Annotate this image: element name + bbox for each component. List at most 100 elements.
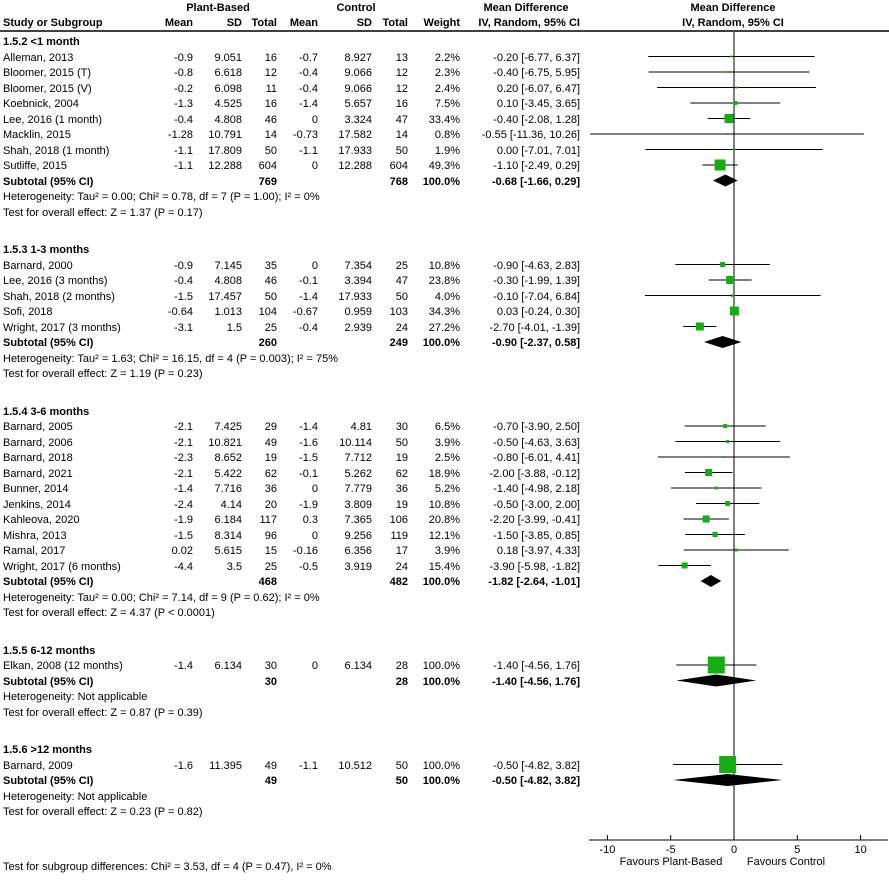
column-study-or-subgroup: Study or Subgroup (3, 17, 103, 29)
study-name: Barnard, 2018 (3, 452, 73, 464)
overall-effect-text: Test for overall effect: Z = 1.19 (P = 0… (3, 368, 203, 380)
group-title-row: 1.5.6 >12 months (0, 743, 889, 758)
md-ci-text: -0.50 [-3.00, 2.00] (493, 498, 580, 511)
pb-sd: 4.808 (214, 275, 242, 287)
weight: 15.4% (428, 560, 460, 573)
study-name: Mishra, 2013 (3, 529, 67, 542)
pb-total: 46 (264, 275, 277, 287)
heterogeneity-note: Heterogeneity: Not applicable (0, 690, 889, 705)
control-sd: 17.933 (338, 290, 372, 303)
study-row: Sutliffe, 2015 -1.1 12.288 604 0 12.288 604 49.… (0, 159, 889, 174)
md-ci-text: -0.55 [-11.36, 10.26] (481, 129, 580, 141)
control-sd: 6.134 (344, 660, 372, 672)
study-name: Barnard, 2000 (3, 259, 73, 272)
study-name: Macklin, 2015 (3, 129, 71, 141)
pb-mean: -1.4 (174, 660, 193, 672)
pb-total: 25 (264, 321, 277, 334)
pb-sd: 17.809 (208, 144, 242, 157)
control-sd: 8.927 (344, 51, 372, 64)
md-header-right: Mean Difference (690, 2, 776, 14)
favours-left-label: Favours Plant-Based (619, 856, 723, 868)
pb-mean: -1.28 (167, 129, 193, 141)
study-name: Barnard, 2005 (3, 421, 73, 433)
control-mean: -1.4 (299, 98, 318, 110)
md-ci-text: -1.40 [-4.56, 1.76] (493, 660, 580, 672)
subtotal-label: Subtotal (95% CI) (3, 175, 94, 188)
effect-marker (722, 456, 725, 458)
control-mean: -1.4 (299, 421, 318, 433)
study-row: Koebnick, 2004 -1.3 4.525 16 -1.4 5.657 16 7.5%… (0, 97, 889, 112)
subtotal-diamond (700, 575, 722, 587)
pb-sd: 6.618 (214, 67, 242, 79)
control-total: 47 (395, 275, 408, 287)
study-row: Barnard, 2000 -0.9 7.145 35 0 7.354 25 10.8% -0.… (0, 259, 889, 274)
column-pb-mean: Mean (164, 17, 193, 29)
overall-effect-note: Test for overall effect: Z = 0.23 (P = 0… (0, 805, 889, 820)
study-row: Barnard, 2021 -2.1 5.422 62 -0.1 5.262 62 18.9%… (0, 467, 889, 482)
pb-total: 96 (264, 529, 277, 542)
heterogeneity-note: Heterogeneity: Tau² = 0.00; Chi² = 7.14,… (0, 591, 889, 606)
control-sd: 9.066 (344, 82, 372, 95)
pb-mean: -1.1 (174, 160, 193, 172)
control-mean: 0 (311, 483, 318, 495)
effect-marker (726, 133, 729, 135)
axis-tick-label: -10 (599, 844, 615, 856)
effect-marker (719, 756, 737, 773)
control-total: 19 (395, 452, 408, 464)
pb-total: 117 (259, 514, 277, 526)
heterogeneity-note: Heterogeneity: Tau² = 1.63; Chi² = 16.15… (0, 352, 889, 367)
pb-mean: -0.8 (174, 67, 193, 79)
effect-marker (734, 548, 738, 552)
subtotal-control-total: 249 (389, 337, 408, 349)
control-total: 24 (395, 321, 408, 334)
pb-sd: 8.652 (214, 452, 242, 464)
study-row: Bloomer, 2015 (V) -0.2 6.098 11 -0.4 9.066 12 2… (0, 82, 889, 97)
pb-sd: 10.821 (208, 436, 242, 449)
study-row: Barnard, 2009 -1.6 11.395 49 -1.1 10.512 50 100… (0, 759, 889, 774)
axis-tick-label: -5 (666, 844, 676, 856)
subtotal-md-ci-text: -0.68 [-1.66, 0.29] (491, 175, 580, 188)
control-mean: 0 (311, 660, 318, 672)
subtotal-control-total: 768 (389, 175, 408, 188)
study-row: Shah, 2018 (2 months) -1.5 17.457 50 -1.4 17.… (0, 290, 889, 305)
md-ci-text: -0.50 [-4.63, 3.63] (493, 436, 580, 449)
study-row: Shah, 2018 (1 month) -1.1 17.809 50 -1.1 17.9… (0, 144, 889, 159)
pb-mean: -0.64 (167, 306, 193, 318)
pb-mean: -1.6 (174, 759, 193, 772)
study-row: Barnard, 2006 -2.1 10.821 49 -1.6 10.114 50 3.9… (0, 436, 889, 451)
subtotal-pb-total: 260 (258, 337, 277, 349)
pb-sd: 4.14 (220, 498, 242, 511)
subgroup-differences-note: Test for subgroup differences: Chi² = 3.… (3, 861, 332, 873)
weight: 10.8% (428, 498, 460, 511)
pb-sd: 10.791 (208, 129, 242, 141)
pb-sd: 9.051 (214, 51, 242, 64)
subtotal-diamond (703, 336, 742, 348)
study-row: Lee, 2016 (3 months) -0.4 4.808 46 -0.1 3.394… (0, 274, 889, 289)
effect-marker (702, 515, 710, 523)
weight: 34.3% (428, 306, 460, 318)
control-mean: -0.73 (292, 129, 318, 141)
heterogeneity-text: Heterogeneity: Tau² = 0.00; Chi² = 0.78,… (3, 191, 320, 203)
pb-sd: 6.134 (214, 660, 242, 672)
control-mean: 0 (311, 160, 318, 172)
column-group-plant-based: Plant-Based (186, 2, 250, 14)
pb-total: 16 (264, 98, 277, 110)
pb-mean: -1.1 (174, 144, 193, 157)
md-ci-text: -0.30 [-1.99, 1.39] (493, 275, 580, 287)
overall-effect-text: Test for overall effect: Z = 0.87 (P = 0… (3, 706, 203, 719)
subtotal-weight: 100.0% (422, 675, 460, 688)
weight: 1.9% (434, 144, 460, 157)
control-sd: 10.512 (338, 759, 372, 772)
group-title-row: 1.5.5 6-12 months (0, 644, 889, 659)
pb-mean: -0.9 (174, 51, 193, 64)
weight: 5.2% (434, 483, 460, 495)
weight: 12.1% (428, 529, 460, 542)
control-total: 119 (390, 529, 408, 542)
pb-mean: -4.4 (174, 560, 193, 573)
control-mean: -1.1 (299, 144, 318, 157)
control-total: 47 (395, 113, 408, 126)
subtotal-diamond (672, 774, 783, 786)
weight: 2.4% (434, 82, 460, 95)
study-row: Jenkins, 2014 -2.4 4.14 20 -1.9 3.809 19 10.8% -… (0, 498, 889, 513)
heterogeneity-note: Heterogeneity: Tau² = 0.00; Chi² = 0.78,… (0, 190, 889, 205)
